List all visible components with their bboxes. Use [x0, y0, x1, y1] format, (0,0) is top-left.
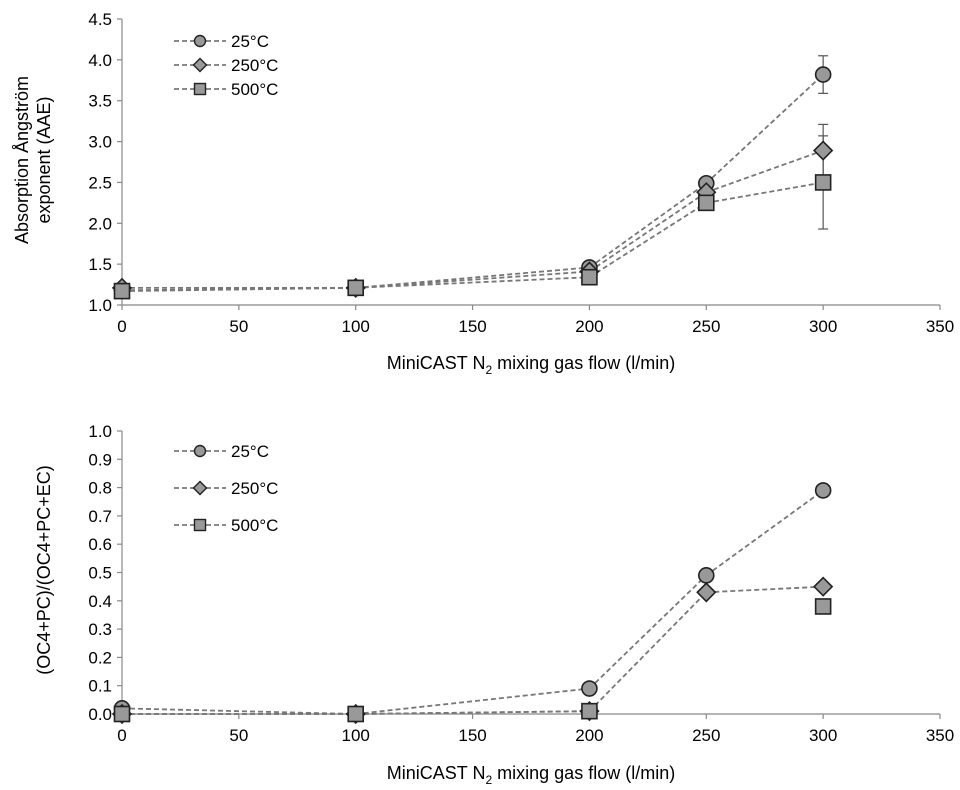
- aae-x-tick-label: 300: [809, 317, 837, 336]
- aae-series-line: [355, 276, 590, 289]
- oc-fraction-y-tick-label: 0.6: [88, 535, 112, 554]
- aae-series-line: [705, 149, 824, 194]
- aae-y-tick-label: 3.5: [88, 92, 112, 111]
- oc-fraction-series-line: [355, 710, 590, 715]
- aae-series-line: [355, 270, 590, 289]
- aae-x-tick-label: 50: [229, 317, 248, 336]
- oc-fraction-point-square: [814, 598, 832, 615]
- oc-fraction-y-tick-label: 0.0: [88, 705, 112, 724]
- aae-series-line: [121, 286, 356, 293]
- aae-x-tick-label: 250: [692, 317, 720, 336]
- oc-fraction-point-circle: [697, 567, 715, 584]
- oc-fraction-y-tick-label: 0.5: [88, 564, 112, 583]
- aae-x-tick-label: 350: [926, 317, 954, 336]
- aae-x-tick-label: 150: [458, 317, 486, 336]
- aae-legend-marker-square: [193, 82, 207, 96]
- oc-fraction-series-line: [588, 591, 707, 712]
- aae-legend-entry: 250°C: [174, 56, 278, 75]
- oc-fraction-x-tick-label: 250: [692, 726, 720, 745]
- aae-series-line: [588, 182, 707, 269]
- aae-x-axis-title: MiniCAST N2 mixing gas flow (l/min): [387, 353, 675, 377]
- oc-fraction-y-tick-label: 0.3: [88, 620, 112, 639]
- oc-fraction-x-tick-label: 100: [342, 726, 370, 745]
- oc-fraction-legend-marker-diamond: [192, 480, 208, 496]
- aae-y-tick-label: 4.0: [88, 51, 112, 70]
- oc-fraction-y-tick-label: 0.2: [88, 648, 112, 667]
- oc-fraction-legend-entry: 250°C: [174, 479, 278, 498]
- aae-series-line: [705, 73, 824, 184]
- aae-y-tick-label: 3.0: [88, 133, 112, 152]
- aae-y-axis-title: Absorption Ångström exponent (AAE): [12, 76, 54, 244]
- oc-fraction-y-axis-title: (OC4+PC)/(OC4+PC+EC): [34, 465, 54, 675]
- oc-fraction-point-diamond: [813, 576, 834, 597]
- aae-x-tick-label: 100: [342, 317, 370, 336]
- aae-x-tick-label: 0: [117, 317, 126, 336]
- oc-fraction-x-tick-label: 0: [117, 726, 126, 745]
- oc-fraction-x-axis-title: MiniCAST N2 mixing gas flow (l/min): [387, 763, 675, 785]
- aae-point-circle: [814, 66, 832, 83]
- aae-series-line: [588, 202, 707, 278]
- aae-y-tick-label: 1.5: [88, 255, 112, 274]
- oc-fraction-y-tick-label: 0.4: [88, 592, 112, 611]
- oc-fraction-legend-marker-circle: [193, 444, 207, 458]
- oc-fraction-y-tick-label: 0.1: [88, 677, 112, 696]
- oc-fraction-x-tick-label: 350: [926, 726, 954, 745]
- aae-y-tick-label: 2.5: [88, 173, 112, 192]
- oc-fraction-x-tick-label: 300: [809, 726, 837, 745]
- aae-point-diamond: [813, 140, 834, 161]
- oc-fraction-y-tick-label: 0.7: [88, 507, 112, 526]
- oc-fraction-series-line: [121, 707, 356, 715]
- aae-y-tick-label: 4.5: [88, 10, 112, 29]
- oc-fraction-point-square: [347, 705, 365, 723]
- aae-y-tick-label: 1.0: [88, 296, 112, 315]
- aae-legend-entry: 25°C: [174, 32, 269, 51]
- aae-point-square: [814, 174, 832, 191]
- oc-fraction-point-diamond: [696, 582, 717, 603]
- oc-fraction-y-tick-label: 0.8: [88, 479, 112, 498]
- aae-x-tick-label: 200: [575, 317, 603, 336]
- oc-fraction-series-line: [705, 489, 824, 577]
- oc-fraction-x-tick-label: 150: [458, 726, 486, 745]
- oc-fraction-legend-label: 500°C: [231, 516, 278, 535]
- aae-point-square: [581, 268, 598, 286]
- oc-fraction-x-tick-label: 200: [575, 726, 603, 745]
- oc-fraction-legend-entry: 25°C: [174, 442, 269, 461]
- oc-fraction-series-line: [706, 585, 824, 594]
- aae-legend-label: 500°C: [231, 80, 278, 99]
- oc-fraction-y-tick-label: 0.9: [88, 450, 112, 469]
- aae-chart: Absorption Ångström exponent (AAE) MiniC…: [12, 10, 954, 377]
- oc-fraction-point-circle: [581, 680, 598, 697]
- aae-legend-marker-circle: [193, 34, 207, 48]
- aae-series-line: [355, 266, 590, 289]
- aae-y-axis-title-line2: exponent (AAE): [34, 96, 54, 223]
- aae-series-line: [706, 181, 824, 204]
- aae-y-tick-label: 2.0: [88, 214, 112, 233]
- aae-point-square: [347, 279, 365, 297]
- aae-legend-label: 25°C: [231, 32, 269, 51]
- aae-legend-entry: 500°C: [174, 80, 278, 99]
- oc-fraction-series-line: [588, 574, 707, 690]
- oc-fraction-point-square: [113, 705, 131, 723]
- aae-legend-label: 250°C: [231, 56, 278, 75]
- oc-fraction-x-tick-label: 50: [229, 726, 248, 745]
- oc-fraction-legend-entry: 500°C: [174, 516, 278, 535]
- oc-fraction-point-circle: [814, 482, 832, 499]
- oc-fraction-legend-label: 250°C: [231, 479, 278, 498]
- aae-point-square: [113, 282, 131, 300]
- aae-point-square: [697, 194, 715, 212]
- oc-fraction-point-square: [581, 702, 598, 720]
- aae-legend-marker-diamond: [192, 57, 208, 73]
- aae-series-line: [588, 191, 707, 273]
- oc-fraction-legend-marker-square: [193, 518, 207, 532]
- oc-fraction-series-line: [355, 687, 590, 715]
- oc-fraction-y-tick-label: 1.0: [88, 422, 112, 441]
- oc-fraction-legend-label: 25°C: [231, 442, 269, 461]
- oc-fraction-chart: (OC4+PC)/(OC4+PC+EC) MiniCAST N2 mixing …: [34, 422, 954, 787]
- aae-y-axis-title-line1: Absorption Ångström: [12, 76, 32, 244]
